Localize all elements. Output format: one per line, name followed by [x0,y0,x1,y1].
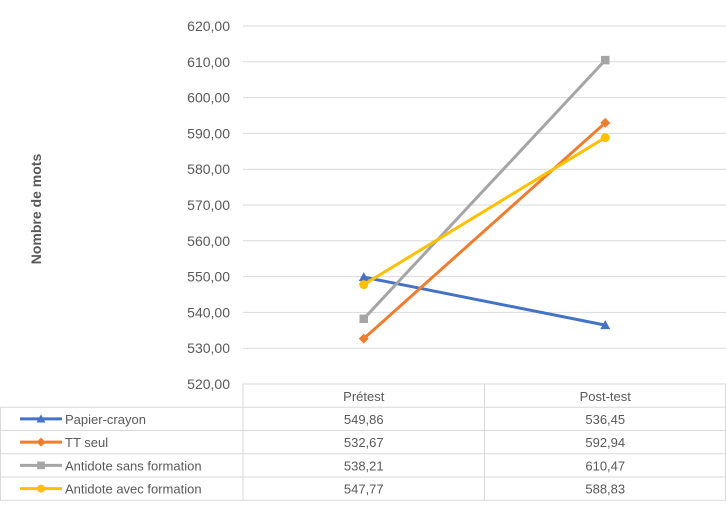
data-table: Prétest Post-test Papier-crayon 549,86 536,4… [0,383,726,501]
series-line [362,121,607,341]
gridlines [243,25,726,385]
series-line [362,58,607,321]
y-tick-label: 520,00 [187,376,230,392]
point-marker [359,314,368,324]
data-value-cell: 538,21 [344,458,384,473]
y-tick-label: 560,00 [187,233,230,249]
point-marker [600,117,611,128]
point-marker [358,272,369,282]
legend-label: Antidote sans formation [65,458,202,473]
y-tick-label: 600,00 [187,90,230,106]
x-category-label: Prétest [343,389,385,404]
data-value-cell: 592,94 [585,435,625,450]
data-value-cell: 536,45 [585,412,625,427]
data-value-cell: 588,83 [585,482,625,497]
data-value-cell: 549,86 [344,412,384,427]
y-tick-label: 570,00 [187,197,230,213]
series-line [362,136,607,287]
point-marker [601,55,610,65]
point-marker [36,414,46,423]
y-tick-label: 550,00 [187,269,230,285]
y-tick-labels: 520,00 530,00 540,00 550,00 560,00 570,00 580,… [187,18,230,392]
legend-label: Papier-crayon [65,412,146,427]
data-value-cell: 532,67 [344,435,384,450]
legend-label: Antidote avec formation [65,482,202,497]
point-marker [600,133,610,143]
y-axis-title: Nombre de mots [28,154,44,265]
data-value-cell: 547,77 [344,482,384,497]
x-category-label: Post-test [580,389,632,404]
y-tick-label: 620,00 [187,18,230,34]
point-marker [359,280,369,290]
point-marker [36,437,46,447]
data-value-cell: 610,47 [585,458,625,473]
point-marker [36,484,46,493]
y-tick-label: 530,00 [187,340,230,356]
series-line [362,275,607,327]
point-marker [600,320,611,330]
y-tick-label: 590,00 [187,125,230,141]
y-tick-label: 580,00 [187,161,230,177]
point-marker [37,461,45,470]
y-tick-label: 540,00 [187,304,230,320]
point-marker [358,333,369,344]
legend-label: TT seul [65,435,108,450]
series-lines [358,55,611,344]
y-tick-label: 610,00 [187,54,230,70]
